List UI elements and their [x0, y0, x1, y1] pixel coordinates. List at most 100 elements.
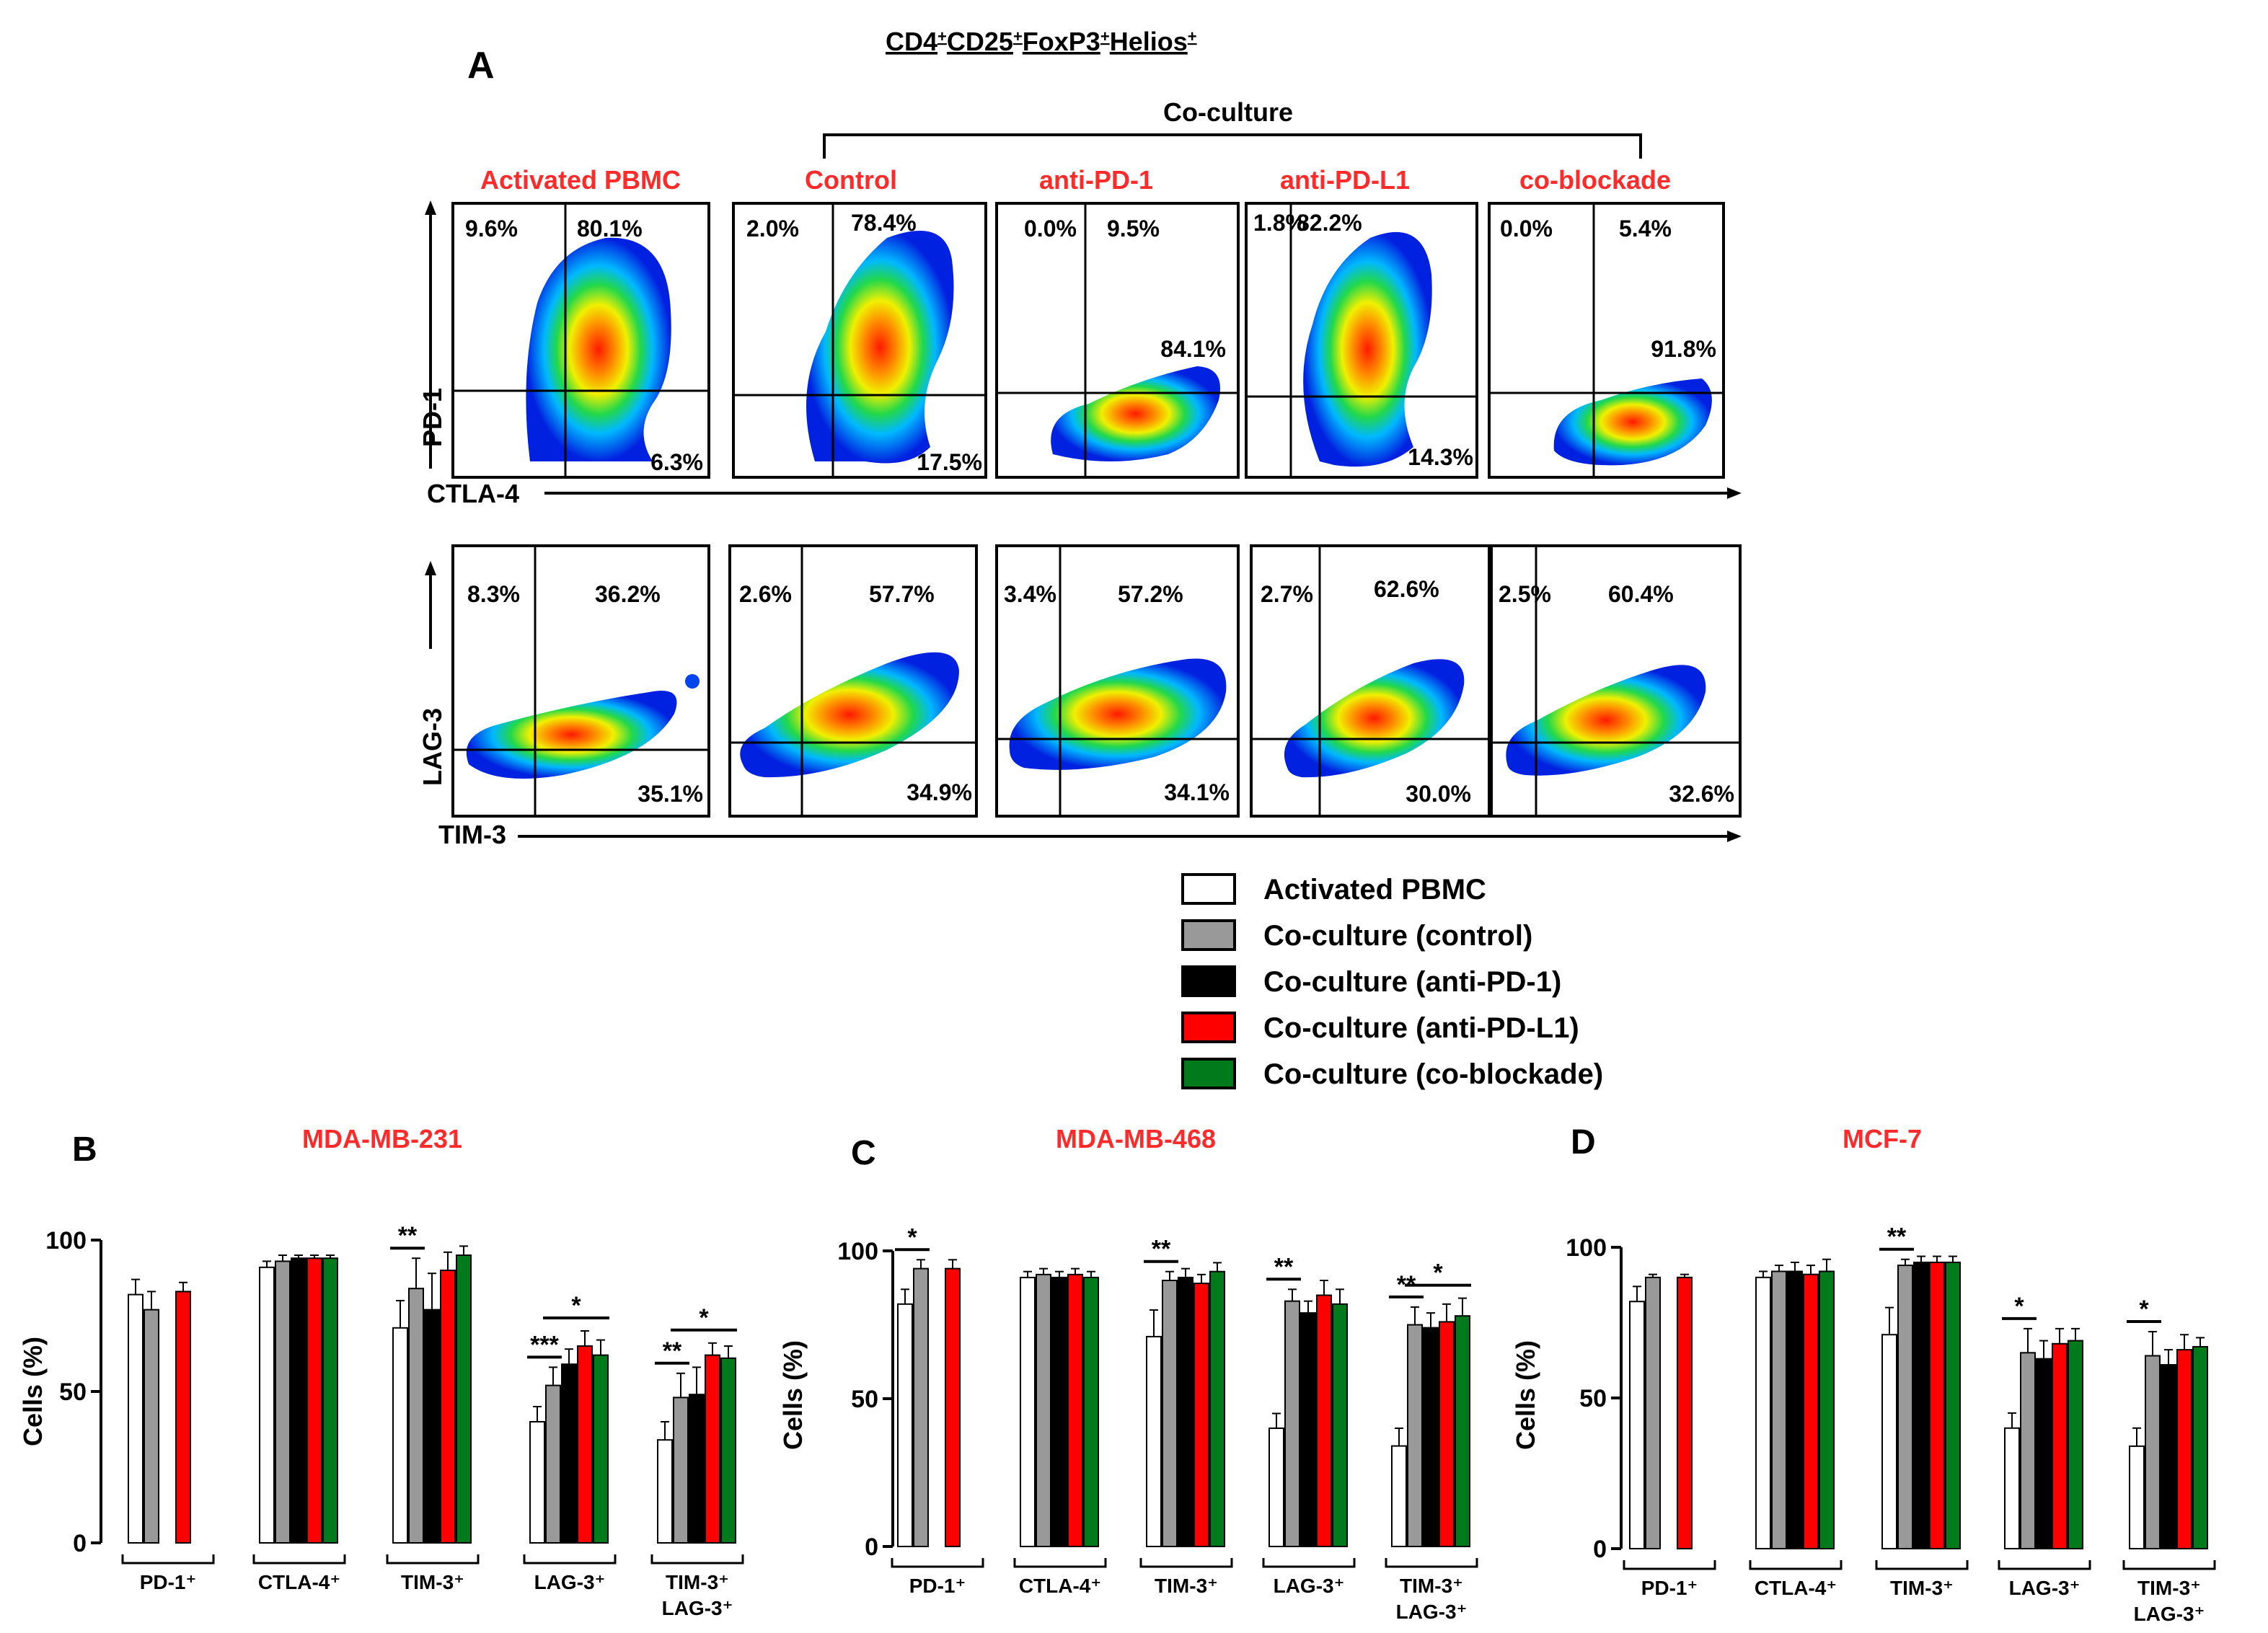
category-bracket [1998, 1560, 2091, 1570]
bar [1391, 1445, 1407, 1547]
bar [1162, 1280, 1178, 1547]
bar [673, 1397, 689, 1544]
flow-plot: 1.8% 82.2% 14.3% [1245, 202, 1478, 479]
bar [259, 1266, 275, 1544]
quadrant-lr: 35.1% [637, 781, 703, 807]
y-axis-label: Cells (%) [778, 1340, 808, 1450]
bar [128, 1293, 144, 1544]
y-tick-label: 50 [851, 1386, 878, 1413]
quadrant-ur: 5.4% [1619, 216, 1672, 242]
bar [392, 1327, 408, 1544]
legend-label: Activated PBMC [1263, 874, 1486, 906]
category-label: PD-1⁺ [1641, 1577, 1698, 1599]
density-cloud [1284, 659, 1465, 778]
panel-letter-d: D [1571, 1123, 1596, 1161]
bar [1036, 1273, 1051, 1548]
flow-row-1: 9.6% 80.1% 6.3% 2.0% 78.4% 17.5% 0.0% 9.… [451, 202, 1725, 479]
significance-label: * [699, 1304, 709, 1332]
significance-label: * [907, 1223, 917, 1251]
quadrant-ur: 36.2% [595, 581, 661, 607]
y-tick-label: 100 [1566, 1234, 1607, 1262]
bar [1300, 1312, 1316, 1547]
density-cloud [1051, 366, 1220, 461]
bar [913, 1267, 929, 1547]
significance-label: ** [663, 1337, 682, 1365]
quadrant-lr: 14.3% [1408, 444, 1473, 470]
y-tick-label: 0 [73, 1530, 87, 1557]
bar [1881, 1334, 1897, 1549]
flow-plot: 2.7% 62.6% 30.0% [1250, 544, 1491, 818]
bar [2192, 1345, 2208, 1549]
quadrant-ul: 9.6% [465, 216, 518, 242]
category-label: TIM-3⁺ [666, 1571, 729, 1593]
category-bracket [1875, 1560, 1969, 1570]
bar [1439, 1321, 1455, 1548]
y-axis-label: Cells (%) [1511, 1340, 1540, 1450]
quadrant-ur: 80.1% [577, 216, 643, 242]
arrow-up-icon [425, 561, 436, 575]
row2-axes: LAG-3 TIM-3 [418, 561, 1742, 849]
bar [175, 1291, 191, 1544]
bar [561, 1363, 577, 1544]
quadrant-ul: 0.0% [1500, 216, 1553, 242]
arrow-up-icon [425, 200, 436, 215]
flow-plot: 0.0% 5.4% 91.8% [1488, 202, 1725, 479]
legend-label: Co-culture (anti-PD-L1) [1263, 1012, 1579, 1044]
significance-label: *** [530, 1331, 559, 1358]
quadrant-ul: 1.8% [1253, 210, 1306, 236]
significance-label: ** [398, 1222, 418, 1249]
panel-a-letter: A [467, 45, 495, 87]
bar-chart-b: MDA-MB-231 Cells (%) 0 50 100 PD-1⁺ CTLA-4⁺ TIM… [18, 1124, 744, 1619]
category-bracket [1139, 1558, 1233, 1568]
quadrant-lr: 6.3% [650, 449, 703, 475]
category-label: LAG-3⁺ [1274, 1575, 1345, 1597]
density-cloud [740, 652, 959, 778]
bar [1178, 1276, 1193, 1548]
category-bracket [650, 1554, 744, 1565]
bar [529, 1421, 545, 1544]
row1-x-label: CTLA-4 [427, 479, 519, 508]
y-tick-label: 100 [837, 1238, 878, 1265]
quadrant-ul: 3.4% [1004, 581, 1056, 607]
category-label: CTLA-4⁺ [1755, 1577, 1837, 1599]
bar [1803, 1273, 1819, 1549]
y-axis-label: Cells (%) [18, 1337, 48, 1446]
flow-plot: 8.3% 36.2% 35.1% [451, 544, 710, 818]
bar [1677, 1276, 1693, 1550]
flow-plot: 0.0% 9.5% 84.1% [995, 202, 1240, 479]
bar [577, 1345, 593, 1544]
row1-y-label: PD-1 [418, 388, 447, 447]
bar [1209, 1270, 1225, 1547]
condition-label: Control [805, 165, 897, 195]
category-label: LAG-3⁺ [534, 1571, 606, 1593]
bar [1913, 1261, 1929, 1550]
y-tick-label: 50 [59, 1378, 87, 1406]
bar [456, 1254, 472, 1544]
bar [1083, 1276, 1099, 1548]
quadrant-lr: 84.1% [1160, 336, 1226, 362]
significance-label: ** [1152, 1236, 1171, 1263]
density-cloud [1009, 658, 1227, 770]
flow-plot: 2.6% 57.7% 34.9% [728, 544, 978, 818]
category-label: PD-1⁺ [909, 1575, 966, 1597]
y-tick-label: 50 [1579, 1385, 1607, 1412]
legend-label: Co-culture (co-blockade) [1263, 1058, 1603, 1090]
flow-row-2: 8.3% 36.2% 35.1% 2.6% 57.7% 34.9% 3.4% 5… [451, 544, 1742, 818]
bar [945, 1267, 961, 1547]
category-bracket [523, 1554, 617, 1565]
bar [897, 1303, 913, 1548]
category-label: TIM-3⁺ [1890, 1577, 1954, 1599]
bar [1051, 1276, 1067, 1548]
quadrant-ul: 2.0% [746, 216, 799, 242]
bar [1193, 1283, 1209, 1547]
row2-y-label: LAG-3 [418, 708, 447, 786]
bar [275, 1260, 291, 1544]
significance-label: * [571, 1292, 581, 1319]
category-label: CTLA-4⁺ [1019, 1575, 1101, 1597]
quadrant-ul: 8.3% [467, 581, 520, 607]
category-label: LAG-3⁺ [2009, 1577, 2081, 1599]
category-label: TIM-3⁺ [1155, 1575, 1218, 1597]
legend-swatch [1181, 919, 1236, 951]
coculture-bracket [823, 133, 1642, 159]
bar [1067, 1273, 1083, 1548]
